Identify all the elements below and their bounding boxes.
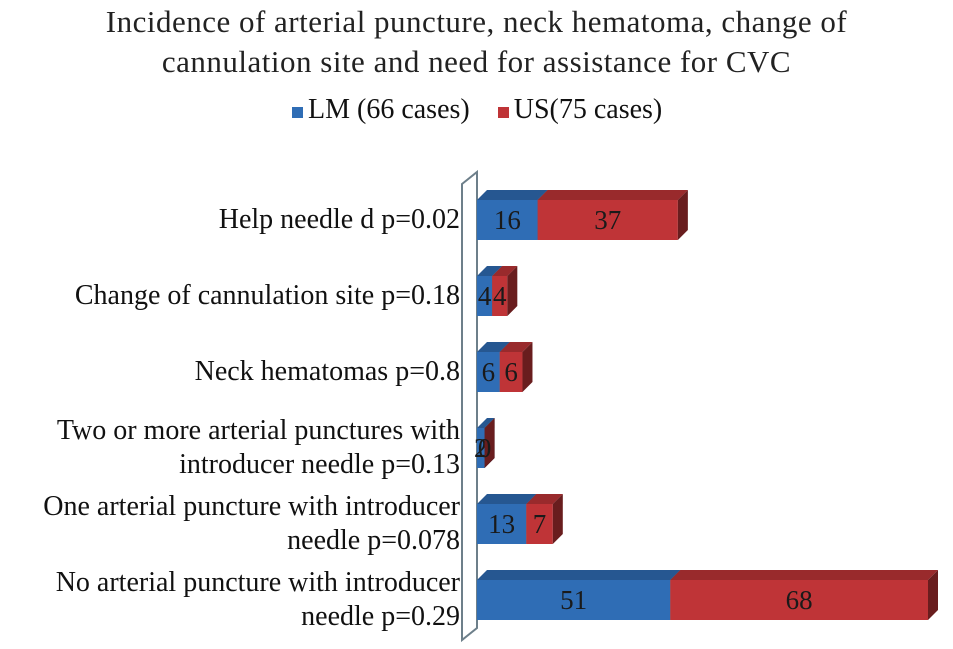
bar-segment xyxy=(537,190,688,240)
bar-top xyxy=(477,342,510,352)
bar-segment xyxy=(670,570,938,620)
value-label: 16 xyxy=(494,205,521,235)
bar-segment xyxy=(484,418,495,468)
bar-front xyxy=(537,200,678,240)
legend-swatch xyxy=(292,107,303,118)
bar-front xyxy=(492,276,508,316)
bar-top xyxy=(499,342,533,352)
value-label: 37 xyxy=(594,205,621,235)
bar-front xyxy=(526,504,553,544)
bar-segment xyxy=(492,266,518,316)
value-label: 0 xyxy=(478,433,492,463)
bar-side xyxy=(484,418,495,468)
bar-side xyxy=(552,494,563,544)
bar-top xyxy=(537,190,688,200)
bar-side xyxy=(928,570,938,620)
y-tick-label: Change of cannulation site p=0.18 xyxy=(74,280,460,311)
bar-top xyxy=(477,570,681,580)
chart-title: Incidence of arterial puncture, neck hem… xyxy=(105,4,848,79)
bar-front xyxy=(477,200,538,240)
legend-label: US(75 cases) xyxy=(513,94,663,125)
bar-front xyxy=(670,580,928,620)
value-label: 2 xyxy=(474,433,488,463)
bar-segment xyxy=(477,570,681,620)
bar-side xyxy=(522,342,533,392)
value-label: 13 xyxy=(488,509,515,539)
value-label: 6 xyxy=(482,357,496,387)
value-label: 6 xyxy=(504,357,518,387)
bar-top xyxy=(477,190,548,200)
bar-side xyxy=(507,266,518,316)
value-label: 4 xyxy=(493,281,507,311)
axis-wall xyxy=(461,169,478,643)
y-tick-label: Neck hematomas p=0.8 xyxy=(194,356,460,387)
y-tick-label: Two or more arterial punctures with intr… xyxy=(56,415,460,480)
bar-top xyxy=(477,418,495,428)
value-label: 7 xyxy=(533,509,547,539)
bar-segment xyxy=(499,342,533,392)
bar-front xyxy=(477,428,485,468)
bar-top xyxy=(670,570,938,580)
bar-side xyxy=(677,190,688,240)
bar-top xyxy=(526,494,563,504)
value-label: 68 xyxy=(786,585,813,615)
bar-top xyxy=(492,266,518,276)
bar-front xyxy=(477,276,493,316)
bar-front xyxy=(477,580,671,620)
bar-front xyxy=(499,352,523,392)
value-label: 4 xyxy=(478,281,492,311)
bar-front xyxy=(477,352,500,392)
legend-label: LM (66 cases) xyxy=(308,94,470,125)
bar-top xyxy=(477,266,503,276)
y-tick-label: No arterial puncture with introducer nee… xyxy=(55,567,460,632)
bar-top xyxy=(477,494,537,504)
y-tick-label: Help needle d p=0.02 xyxy=(218,204,460,235)
y-tick-label: One arterial puncture with introducer ne… xyxy=(43,491,460,556)
bar-front xyxy=(477,504,527,544)
bar-segment xyxy=(526,494,563,544)
value-label: 51 xyxy=(560,585,587,615)
legend-swatch xyxy=(497,107,509,118)
